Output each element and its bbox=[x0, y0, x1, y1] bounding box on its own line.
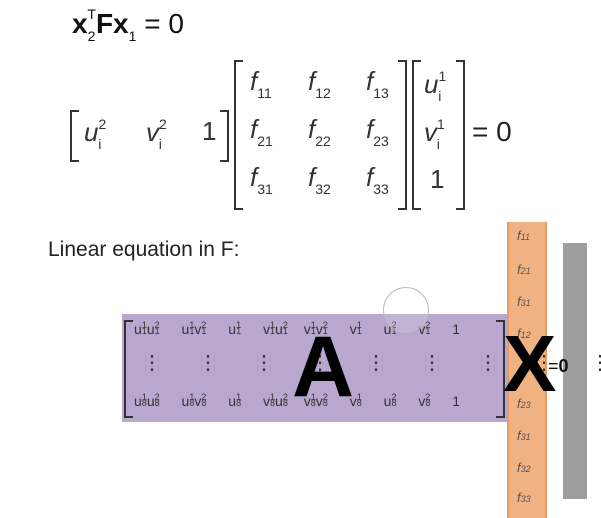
F-entry: f33 bbox=[366, 162, 389, 197]
A-matrix-left-bracket bbox=[124, 320, 133, 418]
col-vector-left-bracket bbox=[412, 60, 421, 210]
X-entry: f12 bbox=[517, 326, 531, 341]
X-entry: f31 bbox=[517, 428, 531, 443]
row-vector-right-bracket bbox=[220, 110, 229, 162]
X-entry: f31 bbox=[517, 294, 531, 309]
zero-vector-column bbox=[563, 243, 587, 499]
F-entry: f21 bbox=[250, 114, 273, 149]
F-matrix-left-bracket bbox=[234, 60, 243, 210]
F-matrix-right-bracket bbox=[398, 60, 407, 210]
X-entry: f33 bbox=[517, 490, 531, 505]
cursor-highlight-ring bbox=[383, 287, 429, 333]
equals-zero: = 0 bbox=[144, 8, 184, 39]
col-vector-u: u1i bbox=[424, 68, 447, 104]
F-entry: f22 bbox=[308, 114, 331, 149]
col-vector-right-bracket bbox=[456, 60, 465, 210]
row-vector-v: v2i bbox=[146, 116, 167, 152]
row-vector-u: u2i bbox=[84, 116, 107, 152]
F-entry: f11 bbox=[250, 66, 272, 101]
F-entry: f12 bbox=[308, 66, 331, 101]
X-entry: f23 bbox=[517, 396, 531, 411]
A-matrix-vertical-dots: ⋮⋮⋮⋮⋮⋮⋮⋮⋮ bbox=[142, 352, 601, 374]
x1-subscript: 1 bbox=[128, 28, 137, 44]
x1-symbol: x bbox=[113, 8, 129, 39]
X-entry: f32 bbox=[517, 460, 531, 475]
F-entry: f13 bbox=[366, 66, 389, 101]
matrix-equation-equals: = 0 bbox=[472, 116, 512, 147]
A-matrix-box bbox=[122, 314, 507, 422]
x2-subscript: 2 bbox=[87, 28, 96, 44]
col-vector-one: 1 bbox=[430, 164, 445, 194]
X-entry: f11 bbox=[517, 228, 530, 243]
x2-symbol: x bbox=[72, 8, 88, 39]
F-entry: f32 bbox=[308, 162, 331, 197]
F-symbol: F bbox=[95, 8, 114, 39]
row-vector-one: 1 bbox=[202, 116, 217, 146]
linear-equation-label: Linear equation in F: bbox=[48, 238, 240, 261]
row-vector-left-bracket bbox=[70, 110, 79, 162]
A-matrix-right-bracket bbox=[496, 320, 505, 418]
F-entry: f23 bbox=[366, 114, 389, 149]
top-equation: x2TFx1 = 0 bbox=[72, 6, 184, 44]
A-letter: A bbox=[292, 319, 355, 415]
X-entry: f21 bbox=[517, 262, 531, 277]
equals-zero-rhs: =0 bbox=[548, 356, 569, 376]
X-letter: X bbox=[503, 319, 557, 408]
F-entry: f31 bbox=[250, 162, 273, 197]
X-vector-column bbox=[507, 222, 547, 518]
transpose-superscript: T bbox=[87, 6, 96, 22]
A-matrix-row-8: u81u82 u81v82 u81 v81u82 v81v82 v81 u82 … bbox=[134, 392, 461, 409]
col-vector-v: v1i bbox=[424, 116, 445, 152]
